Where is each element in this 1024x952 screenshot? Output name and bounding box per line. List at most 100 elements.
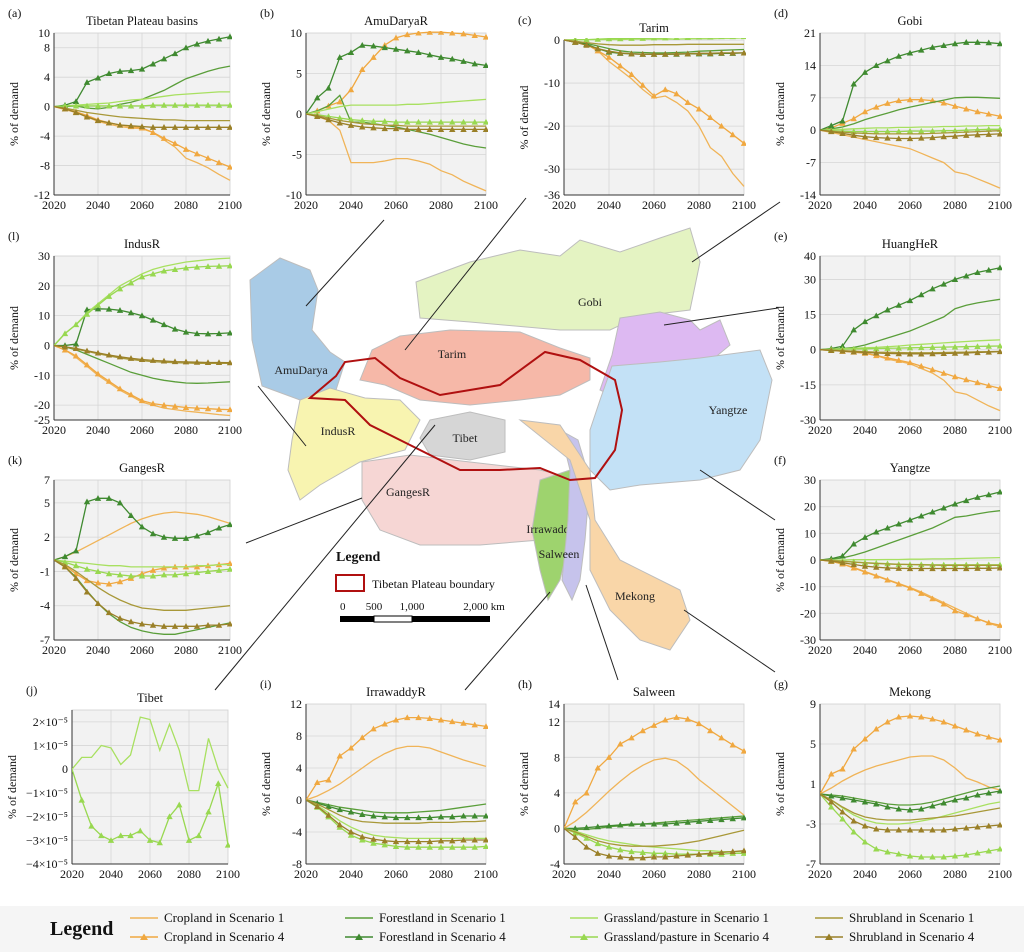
series-marker (105, 102, 113, 109)
scale-label: 2,000 km (463, 601, 505, 613)
y-tick-label: -30 (800, 413, 816, 427)
y-tick-label: 1×10⁻⁵ (33, 739, 68, 753)
x-tick-label: 2080 (174, 423, 198, 437)
y-tick-label: 20 (804, 500, 816, 514)
series-marker (204, 405, 212, 412)
map-region-label: Gobi (578, 295, 603, 309)
series-marker (918, 344, 925, 351)
series-marker (884, 354, 891, 361)
series-marker (740, 747, 746, 754)
series-marker (650, 38, 658, 41)
series-marker (996, 736, 1002, 743)
series-marker (94, 495, 102, 501)
series-line (306, 799, 486, 840)
series-marker (392, 125, 400, 132)
series-marker (336, 752, 343, 759)
series-marker (426, 715, 433, 721)
series-marker (707, 38, 714, 40)
series-marker (583, 789, 590, 796)
series-marker (193, 40, 201, 47)
series-marker (215, 262, 223, 269)
x-tick-label: 2020 (808, 198, 832, 212)
series-marker (72, 575, 80, 581)
series-marker (347, 122, 355, 128)
series-marker (105, 293, 113, 299)
series-marker (861, 108, 869, 115)
series-marker (415, 49, 422, 55)
series-marker (895, 97, 902, 104)
series-marker (628, 50, 635, 57)
series-marker (325, 812, 332, 818)
series-marker (850, 828, 857, 835)
series-line (820, 755, 1001, 795)
series-marker (83, 565, 91, 572)
series-marker (182, 404, 190, 411)
series-marker (166, 813, 173, 820)
series-marker (873, 134, 880, 141)
series-marker (673, 90, 680, 97)
series-marker (873, 345, 880, 352)
series-marker (985, 343, 992, 349)
panel-letter: (e) (774, 229, 787, 243)
series-marker (929, 134, 936, 141)
series-marker (985, 110, 992, 117)
y-tick-label: 0 (62, 762, 68, 776)
series-marker (839, 794, 846, 801)
x-tick-label: 2040 (853, 867, 877, 881)
series-marker (160, 124, 168, 130)
y-tick-label: -14 (800, 188, 816, 202)
series-marker (617, 821, 624, 828)
series-marker (449, 718, 456, 725)
series-marker (662, 86, 669, 93)
series-marker (940, 826, 947, 833)
series-marker (149, 530, 157, 537)
leader-line (699, 469, 776, 521)
leader-line (404, 197, 527, 351)
series-marker (951, 40, 959, 47)
y-tick-label: 20 (38, 279, 50, 293)
y-tick-label: -20 (34, 398, 50, 412)
series-marker (940, 350, 947, 357)
series-marker (895, 826, 902, 833)
series-marker (684, 38, 691, 40)
series-marker (940, 504, 947, 511)
x-tick-label: 2020 (294, 867, 318, 881)
series-marker (116, 615, 124, 621)
series-marker (460, 720, 467, 726)
series-marker (873, 128, 880, 135)
series-marker (370, 118, 377, 124)
chart-title: AmuDaryaR (364, 14, 429, 28)
series-marker (951, 565, 959, 572)
series-marker (370, 812, 377, 819)
series-line (820, 793, 1001, 821)
series-marker (392, 716, 400, 723)
series-marker (482, 836, 488, 843)
series-marker (437, 837, 445, 844)
series-marker (985, 39, 992, 46)
y-tick-label: -10 (286, 188, 302, 202)
x-tick-label: 2100 (988, 867, 1012, 881)
series-group (820, 488, 1002, 628)
series-marker (718, 816, 725, 823)
x-tick-label: 2020 (808, 867, 832, 881)
y-axis-label: % of demand (7, 528, 21, 592)
series-marker (639, 38, 646, 41)
series-marker (873, 800, 880, 807)
x-tick-label: 2060 (130, 198, 154, 212)
series-marker (839, 117, 846, 124)
series-line (820, 124, 1000, 131)
series-marker (918, 96, 925, 103)
series-marker (884, 306, 891, 313)
series-marker (193, 358, 201, 365)
scale-bar-segment (412, 616, 490, 622)
series-marker (839, 559, 846, 566)
chart-panel: 2020 2040 2060 2080 2100 14 12 8 4 0 -4 (h) Salween%… (517, 677, 756, 881)
map-region-amudarya (249, 257, 346, 401)
series-marker (974, 126, 981, 133)
series-marker (460, 836, 467, 843)
series-marker (662, 820, 669, 827)
series-marker (729, 848, 736, 855)
series-marker (707, 114, 714, 121)
series-marker (404, 814, 411, 821)
series-marker (149, 357, 157, 363)
